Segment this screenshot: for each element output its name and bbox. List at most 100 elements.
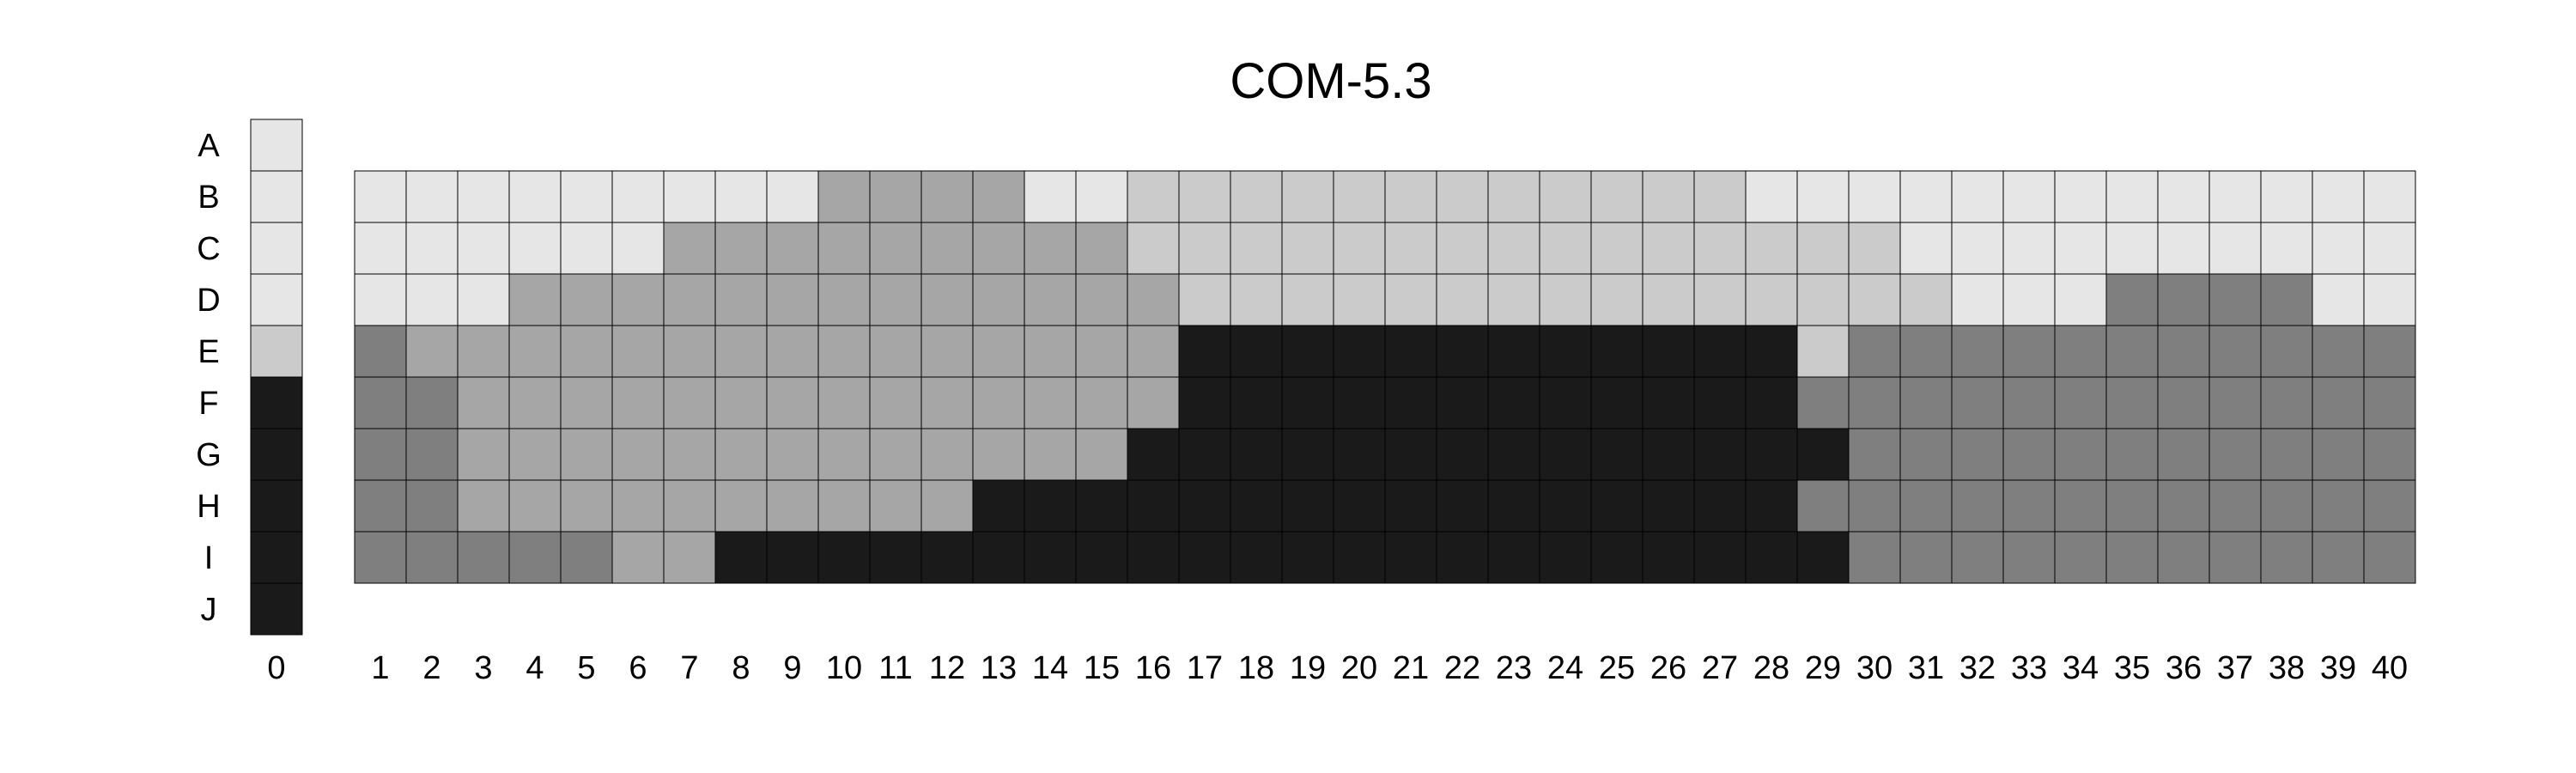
cell-c-33	[2002, 222, 2056, 275]
cell-e-10	[817, 325, 871, 378]
reference-cell-a	[250, 119, 303, 172]
cell-g-8	[714, 428, 768, 481]
cell-d-40	[2363, 273, 2416, 326]
cell-e-24	[1539, 325, 1592, 378]
cell-f-19	[1281, 376, 1334, 429]
cell-g-18	[1230, 428, 1283, 481]
column-label-37: 37	[2217, 650, 2253, 686]
cell-f-35	[2105, 376, 2159, 429]
cell-h-20	[1333, 479, 1386, 533]
cell-f-36	[2157, 376, 2210, 429]
cell-b-14	[1024, 170, 1077, 223]
cell-d-30	[1848, 273, 1901, 326]
column-label-7: 7	[680, 650, 698, 686]
cell-i-23	[1487, 531, 1540, 584]
cell-c-6	[611, 222, 665, 275]
cell-g-14	[1024, 428, 1077, 481]
cell-h-31	[1899, 479, 1953, 533]
cell-h-7	[663, 479, 716, 533]
cell-d-15	[1075, 273, 1128, 326]
cell-g-33	[2002, 428, 2056, 481]
cell-b-7	[663, 170, 716, 223]
reference-cell-j	[250, 582, 303, 636]
cell-b-6	[611, 170, 665, 223]
cell-e-17	[1178, 325, 1231, 378]
cell-g-1	[354, 428, 407, 481]
column-label-2: 2	[422, 650, 440, 686]
cell-i-14	[1024, 531, 1077, 584]
column-label-33: 33	[2011, 650, 2047, 686]
cell-f-22	[1436, 376, 1489, 429]
cell-e-22	[1436, 325, 1489, 378]
cell-i-9	[766, 531, 819, 584]
cell-c-24	[1539, 222, 1592, 275]
cell-d-35	[2105, 273, 2159, 326]
cell-g-10	[817, 428, 871, 481]
cell-g-15	[1075, 428, 1128, 481]
cell-c-3	[457, 222, 510, 275]
cell-c-30	[1848, 222, 1901, 275]
column-labels: 0 1 2 3 4 5 6 7 8 9 10 11 12 13 14 15 16 17 18 19 20 21 22 23 24…	[267, 650, 2408, 686]
column-label-11: 11	[878, 650, 912, 686]
cell-g-22	[1436, 428, 1489, 481]
cell-d-13	[972, 273, 1025, 326]
cell-f-29	[1796, 376, 1850, 429]
cell-c-1	[354, 222, 407, 275]
cell-b-22	[1436, 170, 1489, 223]
column-label-25: 25	[1599, 650, 1635, 686]
cell-c-22	[1436, 222, 1489, 275]
cell-d-29	[1796, 273, 1850, 326]
cell-d-34	[2054, 273, 2107, 326]
row-label-i: I	[204, 540, 214, 576]
cell-d-8	[714, 273, 768, 326]
reference-cell-i	[250, 531, 303, 584]
cell-c-17	[1178, 222, 1231, 275]
column-label-40: 40	[2372, 650, 2408, 686]
cell-c-13	[972, 222, 1025, 275]
cell-d-24	[1539, 273, 1592, 326]
cell-h-17	[1178, 479, 1231, 533]
cell-b-17	[1178, 170, 1231, 223]
cell-g-37	[2208, 428, 2262, 481]
column-label-35: 35	[2114, 650, 2150, 686]
cell-h-27	[1693, 479, 1747, 533]
cell-h-11	[869, 479, 922, 533]
row-label-a: A	[197, 128, 220, 164]
cell-h-2	[405, 479, 459, 533]
cell-h-3	[457, 479, 510, 533]
cell-c-27	[1693, 222, 1747, 275]
cell-f-37	[2208, 376, 2262, 429]
cell-d-27	[1693, 273, 1747, 326]
cell-d-12	[920, 273, 974, 326]
cell-f-15	[1075, 376, 1128, 429]
cell-f-10	[817, 376, 871, 429]
cell-e-33	[2002, 325, 2056, 378]
cell-f-33	[2002, 376, 2056, 429]
cell-i-24	[1539, 531, 1592, 584]
column-label-38: 38	[2269, 650, 2305, 686]
column-label-12: 12	[929, 650, 965, 686]
cell-i-28	[1745, 531, 1798, 584]
cell-b-39	[2312, 170, 2365, 223]
cell-g-3	[457, 428, 510, 481]
cell-e-28	[1745, 325, 1798, 378]
column-label-8: 8	[732, 650, 750, 686]
cell-f-20	[1333, 376, 1386, 429]
cell-g-9	[766, 428, 819, 481]
cell-g-28	[1745, 428, 1798, 481]
cell-i-10	[817, 531, 871, 584]
cell-i-8	[714, 531, 768, 584]
cell-h-30	[1848, 479, 1901, 533]
column-label-26: 26	[1650, 650, 1686, 686]
cell-g-17	[1178, 428, 1231, 481]
cell-e-12	[920, 325, 974, 378]
cell-f-25	[1590, 376, 1643, 429]
cell-g-21	[1384, 428, 1437, 481]
cell-e-40	[2363, 325, 2416, 378]
cell-i-22	[1436, 531, 1489, 584]
cell-c-11	[869, 222, 922, 275]
cell-f-40	[2363, 376, 2416, 429]
cell-h-1	[354, 479, 407, 533]
cell-i-21	[1384, 531, 1437, 584]
